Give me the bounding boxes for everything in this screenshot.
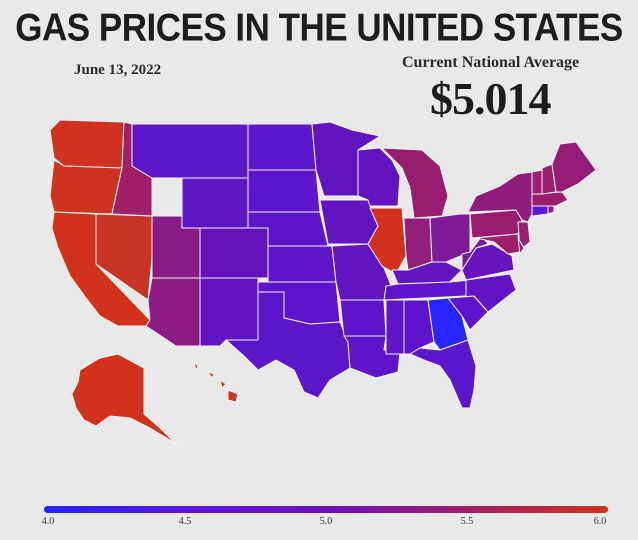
state-maryland — [475, 233, 521, 255]
state-kansas — [267, 245, 337, 283]
state-louisiana — [343, 335, 401, 379]
state-new-mexico — [199, 277, 259, 347]
legend-tick: 4.0 — [41, 516, 55, 527]
legend-tick: 4.5 — [178, 516, 192, 527]
state-indiana — [403, 217, 433, 271]
state-arizona — [145, 277, 201, 347]
date-label: June 13, 2022 — [74, 62, 162, 78]
national-average-value: $5.014 — [430, 73, 551, 124]
state-maine — [551, 141, 597, 193]
state-vermont — [531, 169, 543, 195]
state-north-carolina — [447, 273, 517, 313]
state-colorado — [199, 227, 269, 279]
state-hawaii — [193, 361, 239, 403]
state-pennsylvania — [469, 209, 523, 239]
state-washington — [49, 119, 125, 169]
state-florida — [409, 339, 477, 409]
state-west-virginia — [449, 235, 489, 283]
state-montana — [131, 123, 249, 179]
state-mississippi — [385, 299, 405, 355]
state-illinois — [367, 207, 407, 275]
state-arkansas — [339, 299, 387, 337]
legend-tick: 5.0 — [319, 516, 333, 527]
page-title: GAS PRICES IN THE UNITED STATES — [15, 6, 623, 50]
state-south-dakota — [247, 169, 321, 213]
legend-tick: 5.5 — [460, 516, 474, 527]
state-iowa — [319, 199, 379, 245]
state-delaware — [517, 237, 525, 255]
state-wisconsin — [357, 147, 401, 207]
state-texas — [225, 291, 351, 399]
state-oregon — [49, 159, 123, 215]
state-wyoming — [181, 177, 249, 229]
state-alaska — [71, 353, 179, 447]
state-north-dakota — [247, 123, 317, 171]
legend-tick: 6.0 — [593, 516, 607, 527]
national-average-label: Current National Average — [402, 54, 580, 71]
legend-color-scale — [44, 506, 608, 513]
